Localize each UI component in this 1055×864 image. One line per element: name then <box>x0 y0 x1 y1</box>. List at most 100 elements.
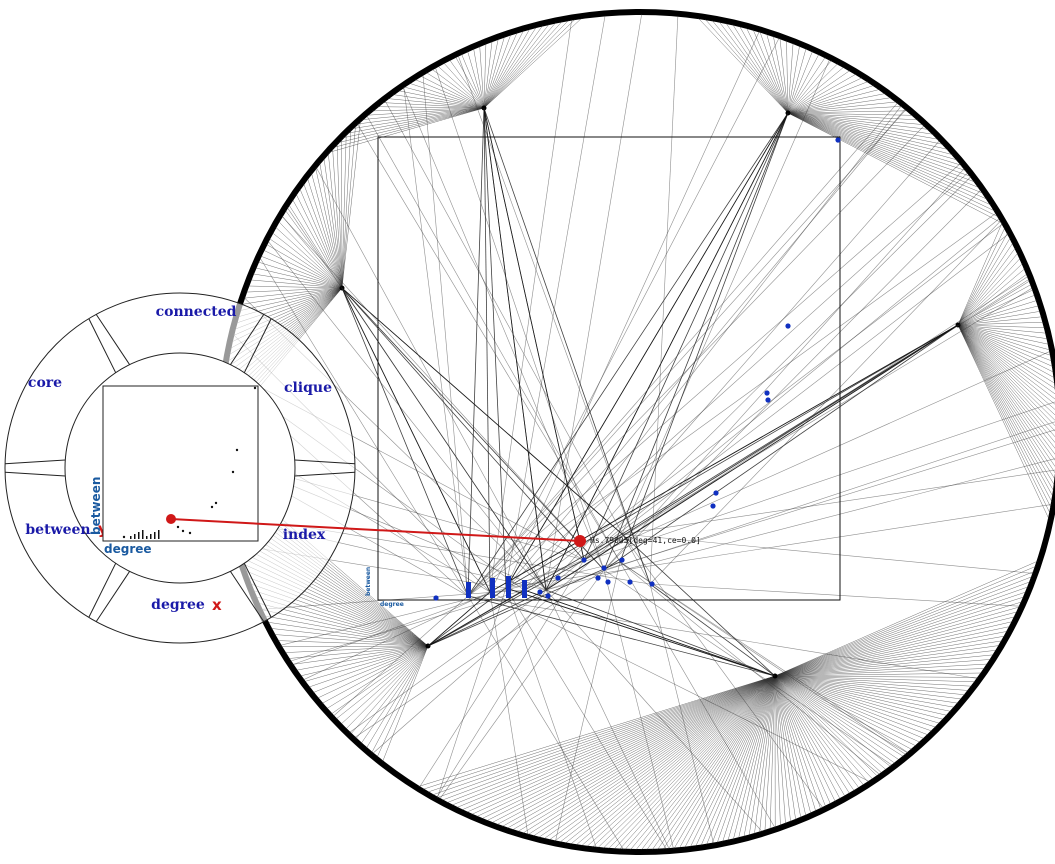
fan-edge <box>355 645 429 739</box>
wheel-item-degree[interactable]: degree <box>151 597 205 613</box>
network-edge <box>402 87 605 571</box>
fan-edge <box>313 645 429 693</box>
fan-edge <box>774 675 933 732</box>
fan-edge <box>957 324 1055 480</box>
fan-edge <box>700 675 776 846</box>
fan-edge <box>281 645 429 647</box>
fan-edge <box>779 38 789 114</box>
fan-edge <box>957 294 1036 326</box>
main-plot-point <box>595 575 601 581</box>
fan-edge <box>690 675 776 848</box>
fan-edge <box>352 107 485 129</box>
fan-edge <box>387 98 485 109</box>
wheel-item-between[interactable]: between <box>25 522 90 538</box>
fan-edge <box>437 675 776 798</box>
network-edge <box>427 559 585 647</box>
fan-edge <box>957 324 1049 345</box>
mini-plot-point <box>231 470 235 474</box>
mini-selection-marker[interactable] <box>166 514 176 524</box>
fan-edge <box>774 675 929 736</box>
fan-edge <box>246 287 343 293</box>
fan-edge <box>957 278 1030 326</box>
fan-edge <box>774 663 988 677</box>
fan-edge <box>957 222 1003 326</box>
main-plot-point <box>619 557 625 563</box>
fan-edge <box>483 32 518 109</box>
main-plot-point <box>764 390 770 396</box>
network-edge <box>341 287 491 593</box>
network-edge <box>435 67 605 571</box>
fan-edge <box>479 45 485 109</box>
fan-edge <box>957 247 1016 326</box>
network-edge <box>489 37 780 593</box>
main-plot-point <box>835 137 841 143</box>
network-edge <box>316 167 547 591</box>
node-fan <box>329 17 582 153</box>
fan-edge <box>393 94 485 109</box>
fan-edge <box>461 675 776 811</box>
network-edge <box>467 102 898 597</box>
network-edge <box>483 107 507 589</box>
fan-edge <box>787 112 913 116</box>
fan-edge <box>461 53 485 109</box>
node-fan <box>698 17 1003 224</box>
fan-edge <box>759 675 776 833</box>
fan-edge <box>630 675 776 851</box>
fan-edge <box>613 675 776 850</box>
wheel-menu[interactable]: connected clique index degree between co… <box>4 292 356 644</box>
fan-edge <box>725 22 789 114</box>
wheel-item-index[interactable]: index <box>283 527 326 543</box>
main-plot-bar <box>506 576 511 598</box>
network-edge <box>290 589 525 662</box>
fan-edge <box>774 675 951 712</box>
fan-edge <box>718 21 789 114</box>
fan-edge <box>471 675 776 815</box>
network-edge <box>505 15 606 589</box>
fan-edge <box>367 107 485 116</box>
fan-edge <box>787 112 992 206</box>
fan-edge <box>774 675 921 743</box>
fan-edge <box>326 645 429 709</box>
network-edge <box>341 287 469 597</box>
fan-edge <box>774 675 841 800</box>
wheel-item-connected[interactable]: connected <box>156 304 237 320</box>
fan-edge <box>456 675 776 808</box>
fan-edge <box>427 675 776 793</box>
network-edge <box>505 587 667 850</box>
network-edge <box>545 218 1000 591</box>
fan-edge <box>258 602 429 647</box>
fan-edge <box>651 675 776 850</box>
fan-edge <box>483 41 493 109</box>
network-edge <box>467 112 789 597</box>
fan-edge <box>743 675 776 837</box>
fan-edge <box>267 621 429 647</box>
fan-edge <box>957 316 1042 326</box>
network-edge <box>467 595 776 677</box>
wheel-item-clique[interactable]: clique <box>284 380 332 396</box>
fan-edge <box>774 675 882 774</box>
fan-edge <box>483 17 582 109</box>
fan-edge <box>575 675 776 846</box>
fan-edge <box>288 645 429 659</box>
network-edge <box>467 125 925 597</box>
wheel-item-core[interactable]: core <box>28 375 62 391</box>
node-tooltip: Hs.79005[deg=41,ce=0.0] <box>590 536 701 545</box>
fan-edge <box>787 48 807 114</box>
fan-edge <box>774 626 1011 677</box>
network-edge <box>545 589 776 677</box>
fan-edge <box>483 26 537 109</box>
network-edge <box>427 589 547 647</box>
fan-edge <box>957 324 1052 508</box>
wheel-divider-line <box>95 314 131 365</box>
main-selection-marker[interactable] <box>574 535 586 547</box>
fan-edge <box>684 675 776 848</box>
fan-edge <box>360 645 429 744</box>
fan-edge <box>774 675 831 805</box>
network-edge <box>583 112 789 561</box>
fan-edge <box>319 163 343 289</box>
fan-edge <box>787 112 924 125</box>
fan-edge <box>957 324 1055 432</box>
fan-edge <box>704 18 789 114</box>
fan-edge <box>533 675 776 837</box>
network-edge <box>457 55 651 585</box>
